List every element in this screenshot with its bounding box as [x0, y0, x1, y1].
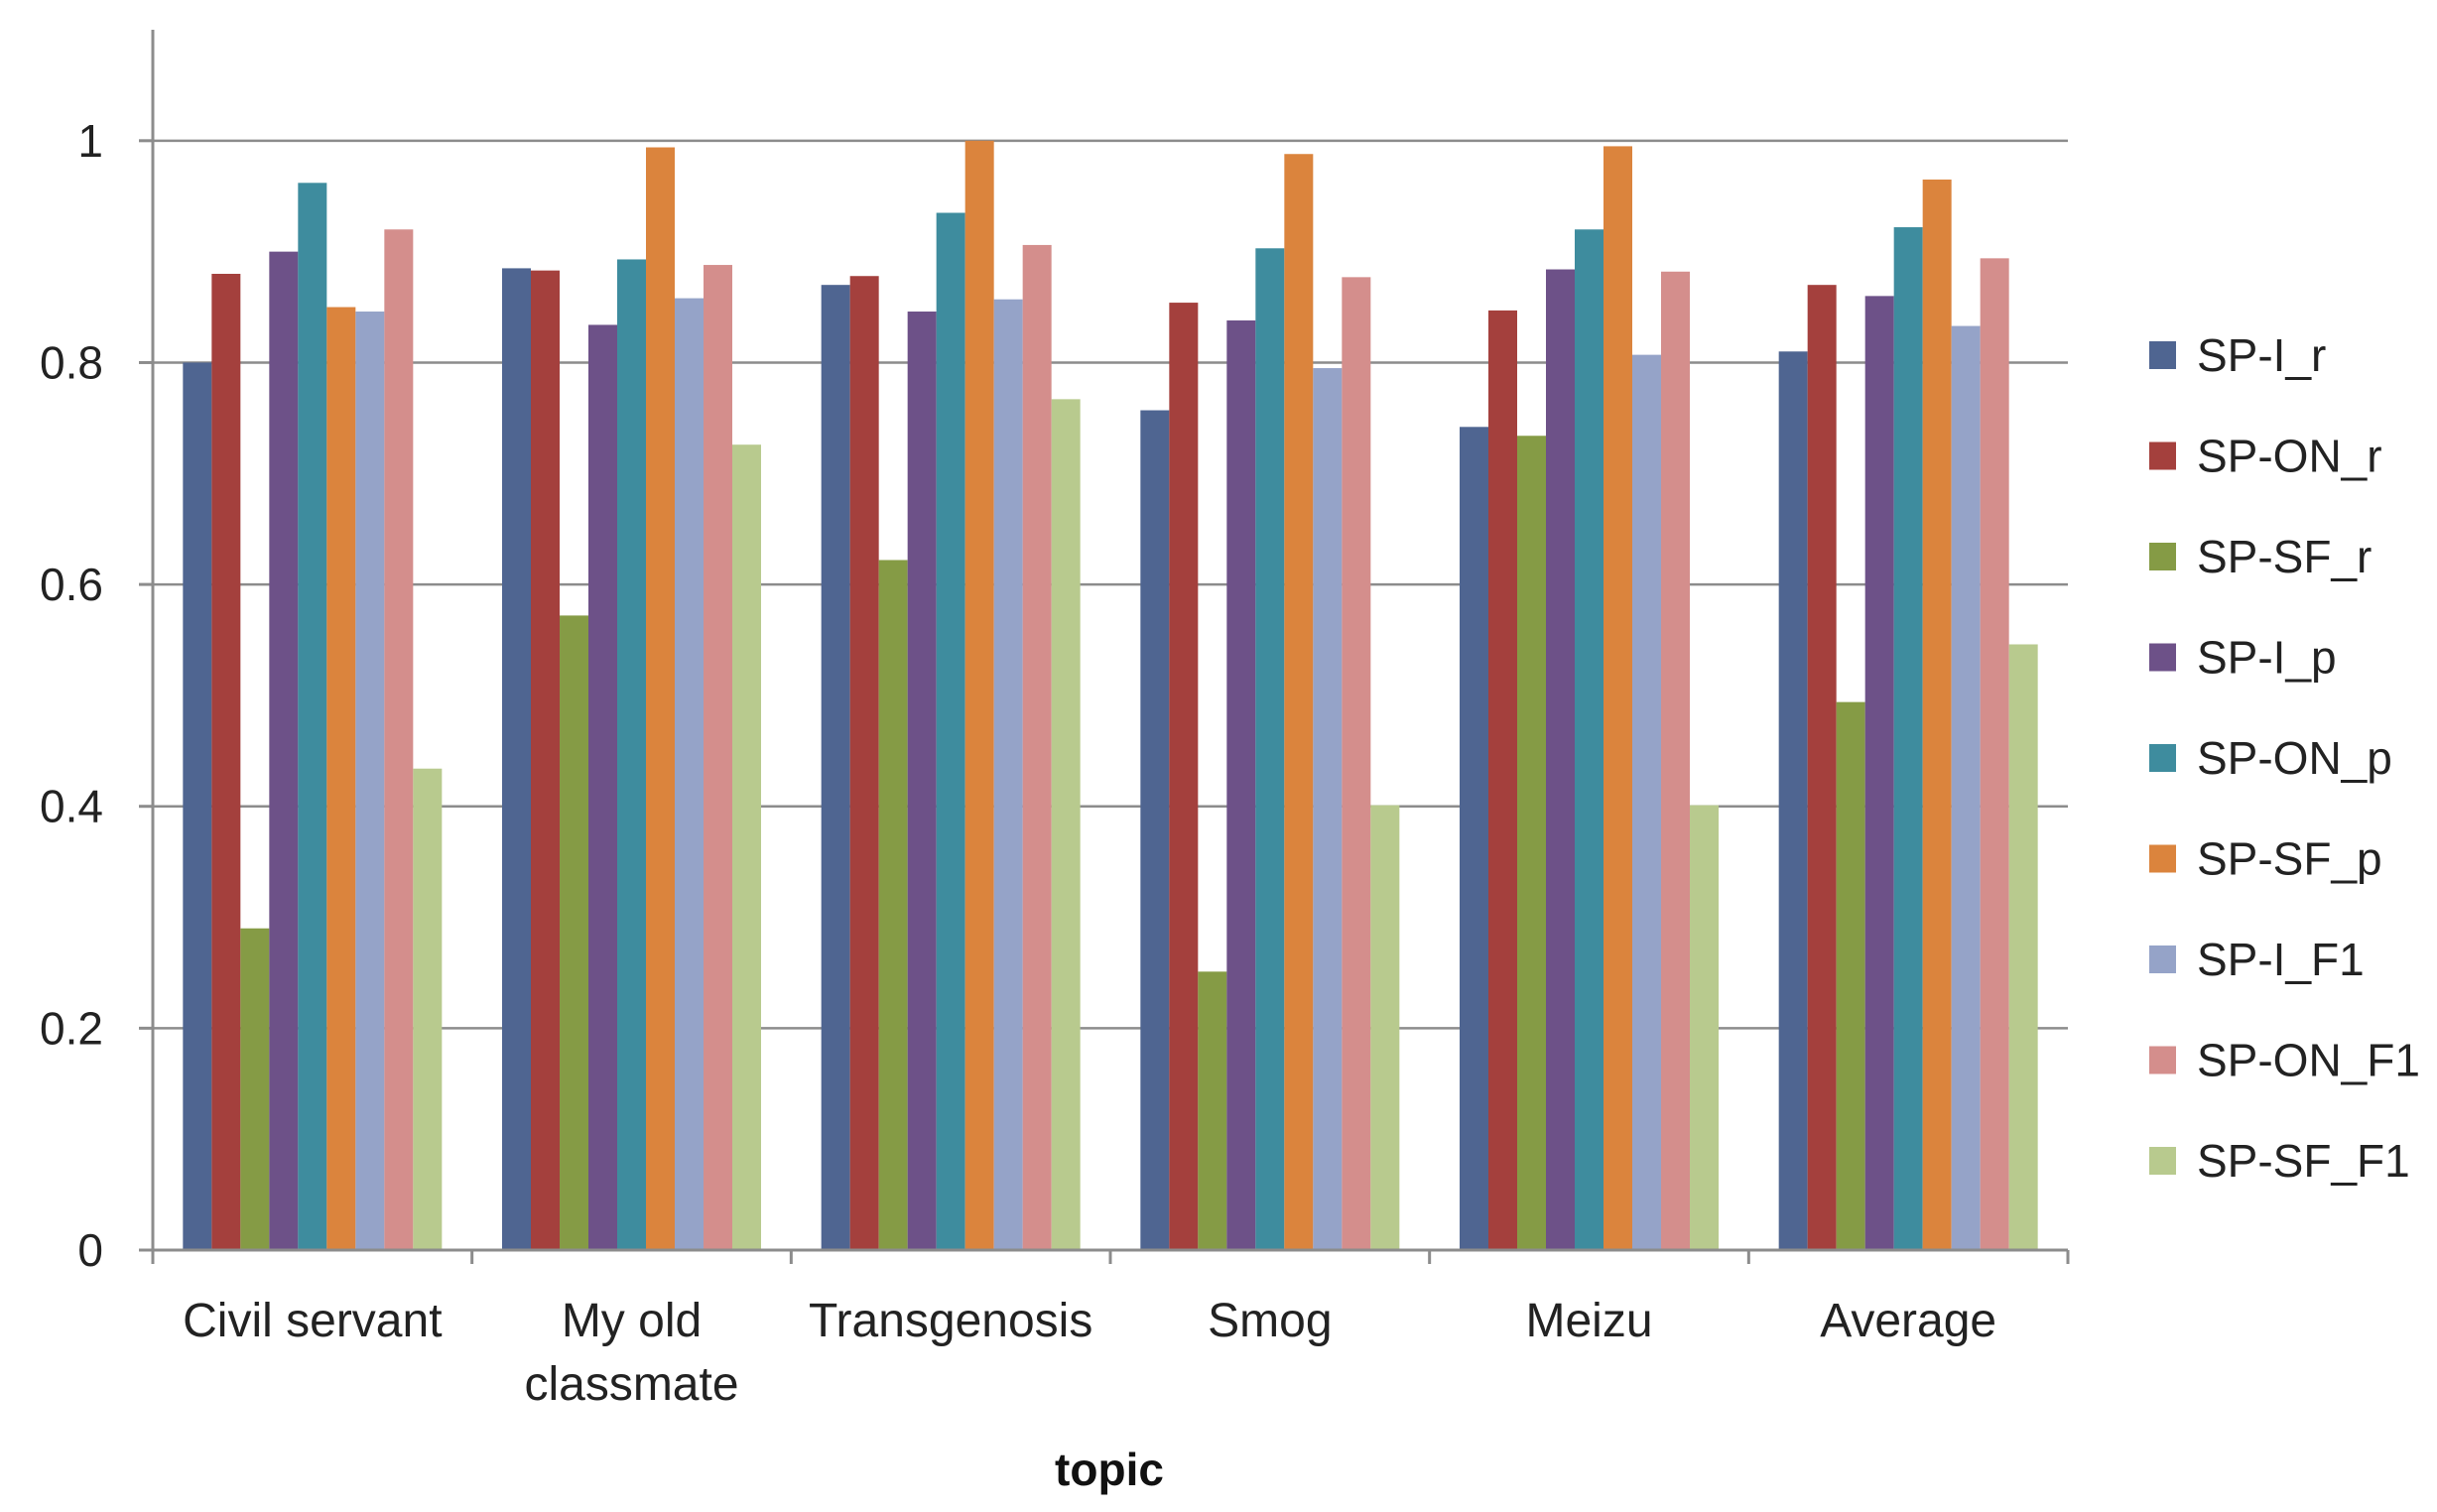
x-category-label: Meizu	[1525, 1295, 1652, 1347]
y-tick-labels: 0 0.2 0.4 0.6 0.8 1	[40, 115, 103, 1276]
y-tick-label: 0.8	[40, 336, 103, 388]
x-category-label: My old	[562, 1295, 702, 1347]
legend-label: SP-SF_F1	[2197, 1135, 2410, 1187]
bar-sp-i-r	[1140, 410, 1170, 1250]
y-tick-label: 0.4	[40, 781, 103, 832]
bar-sp-on-p	[936, 212, 965, 1250]
bar-sp-sf-f1	[1690, 805, 1719, 1250]
bar-sp-sf-r	[1517, 436, 1546, 1251]
bar-sp-sf-p	[1922, 179, 1952, 1250]
x-category-label: classmate	[524, 1358, 738, 1411]
bar-sp-sf-p	[1603, 146, 1632, 1251]
bar-sp-on-f1	[1980, 258, 2009, 1250]
legend-label: SP-ON_F1	[2197, 1035, 2420, 1086]
legend-label: SP-ON_r	[2197, 431, 2382, 482]
x-category-label: Average	[1820, 1295, 1996, 1347]
bar-sp-i-f1	[1951, 325, 1981, 1250]
bar-sp-sf-f1	[1051, 399, 1081, 1250]
bar-sp-sf-r	[240, 928, 270, 1250]
bar-sp-i-p	[269, 251, 299, 1251]
bar-sp-on-f1	[1022, 244, 1052, 1251]
legend-label: SP-SF_p	[2197, 833, 2382, 885]
bar-sp-sf-p	[964, 140, 994, 1251]
bar-sp-sf-r	[1836, 701, 1865, 1250]
legend-swatch	[2149, 643, 2176, 672]
bar-sp-on-r	[211, 274, 241, 1250]
legend-label: SP-I_p	[2197, 632, 2337, 684]
x-category-labels: Civil servant My old classmate Transgenosis…	[183, 1295, 1996, 1411]
bar-sp-on-f1	[384, 229, 414, 1251]
x-category-label: Smog	[1208, 1295, 1332, 1347]
bar-sp-on-p	[1893, 227, 1923, 1250]
legend-label: SP-ON_p	[2197, 732, 2392, 784]
bar-sp-i-f1	[1313, 368, 1343, 1251]
bar-sp-sf-r	[560, 615, 588, 1250]
bar-sp-sf-p	[326, 307, 356, 1251]
bar-sp-i-r	[1778, 351, 1808, 1251]
bar-sp-on-p	[1575, 229, 1603, 1251]
bar-sp-i-p	[1546, 269, 1575, 1250]
bar-sp-on-f1	[704, 265, 732, 1250]
bar-sp-sf-p	[646, 147, 675, 1251]
legend-swatch	[2149, 844, 2176, 873]
bar-sp-on-r	[531, 270, 560, 1250]
legend-swatch	[2149, 1046, 2176, 1074]
bar-sp-i-r	[502, 268, 531, 1251]
bar-sp-sf-f1	[732, 444, 761, 1250]
legend-swatch	[2149, 945, 2176, 973]
bar-sp-sf-r	[1198, 971, 1227, 1250]
bar-sp-i-p	[1864, 296, 1894, 1250]
bar-sp-on-r	[1169, 303, 1199, 1250]
bar-sp-on-r	[849, 276, 879, 1251]
gridlines	[153, 139, 2068, 1030]
bar-sp-on-f1	[1661, 271, 1690, 1250]
bar-sp-i-f1	[355, 312, 385, 1250]
legend: SP-I_r SP-ON_r SP-SF_r SP-I_p SP-ON_p SP-SF_p…	[2149, 329, 2420, 1187]
bar-sp-on-f1	[1342, 277, 1371, 1250]
x-axis-title: topic	[1055, 1444, 1164, 1495]
legend-label: SP-I_F1	[2197, 934, 2365, 985]
legend-swatch	[2149, 1147, 2176, 1175]
bars	[183, 140, 2038, 1251]
bar-sp-on-p	[1255, 248, 1285, 1251]
bar-sp-i-r	[1460, 427, 1488, 1250]
bar-sp-sf-f1	[2008, 644, 2038, 1250]
x-category-label: Civil servant	[183, 1295, 442, 1347]
bar-sp-on-p	[298, 183, 327, 1251]
y-tick-label: 0.6	[40, 559, 103, 610]
bar-sp-sf-p	[1284, 154, 1314, 1251]
bar-sp-i-p	[588, 324, 617, 1250]
legend-swatch	[2149, 543, 2176, 570]
y-tick-label: 1	[77, 115, 103, 167]
bar-sp-on-r	[1488, 310, 1517, 1250]
bar-sp-i-r	[821, 285, 850, 1250]
bar-sp-i-r	[183, 362, 212, 1250]
bar-sp-on-r	[1807, 285, 1837, 1250]
bar-sp-sf-r	[878, 560, 908, 1250]
bar-sp-i-p	[907, 312, 937, 1250]
y-tick-label: 0	[77, 1224, 103, 1276]
legend-swatch	[2149, 744, 2176, 772]
bar-sp-sf-f1	[413, 768, 443, 1250]
legend-swatch	[2149, 341, 2176, 369]
bar-sp-i-p	[1226, 319, 1256, 1250]
x-category-label: Transgenosis	[809, 1295, 1092, 1347]
axes	[139, 30, 2070, 1264]
legend-label: SP-I_r	[2197, 329, 2326, 381]
legend-swatch	[2149, 441, 2176, 470]
bar-sp-on-p	[617, 259, 646, 1250]
y-tick-label: 0.2	[40, 1002, 103, 1054]
bar-sp-i-f1	[993, 299, 1023, 1251]
bar-sp-i-f1	[675, 298, 704, 1251]
bar-sp-sf-f1	[1370, 805, 1400, 1250]
bar-sp-i-f1	[1632, 354, 1661, 1250]
legend-label: SP-SF_r	[2197, 531, 2372, 582]
